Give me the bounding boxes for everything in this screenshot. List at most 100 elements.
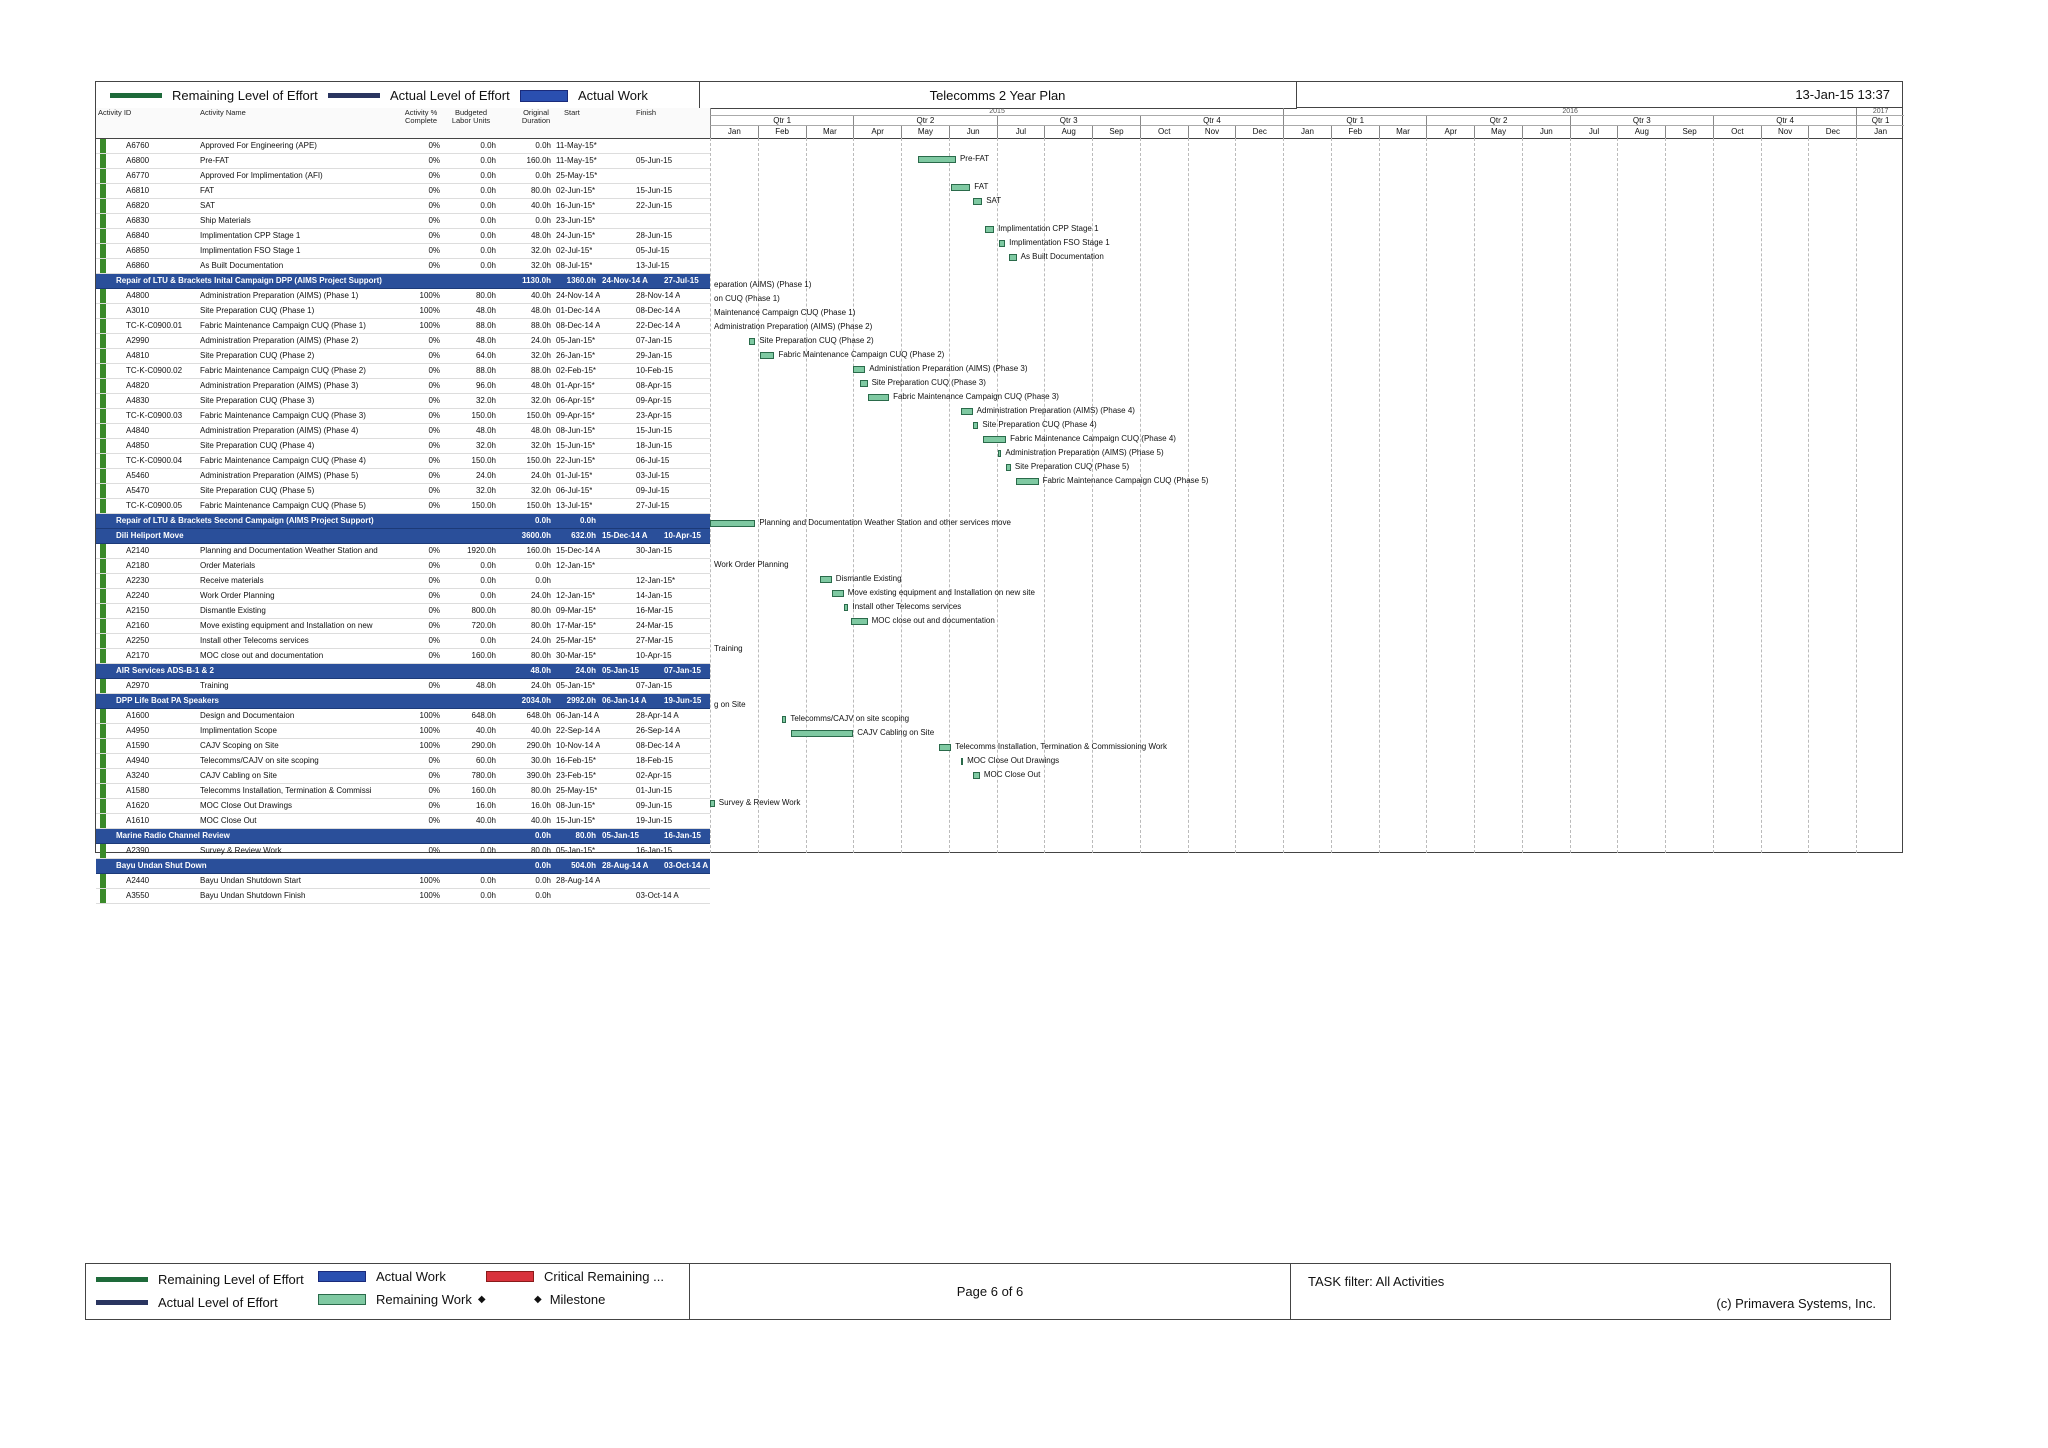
col-pct-complete[interactable]: Activity % Complete [404, 108, 438, 125]
gantt-bar[interactable] [781, 716, 787, 723]
gantt-bar[interactable] [710, 800, 715, 807]
table-row[interactable]: A2230 Receive materials 0% 0.0h 0.0h 12-Jan-1… [96, 574, 710, 589]
gantt-bar[interactable] [867, 394, 890, 401]
month-label: May [1474, 126, 1522, 138]
table-row[interactable]: A2160 Move existing equipment and Install… [96, 619, 710, 634]
table-row[interactable]: TC-K-C0900.02 Fabric Maintenance Campaign… [96, 364, 710, 379]
table-row[interactable]: A1580 Telecomms Installation, Termination… [96, 784, 710, 799]
col-budgeted-labor[interactable]: Budgeted Labor Units [451, 108, 491, 125]
table-row[interactable]: A6860 As Built Documentation 0% 0.0h 32.0h 08… [96, 259, 710, 274]
table-row[interactable]: A6850 Implimentation FSO Stage 1 0% 0.0h 32.… [96, 244, 710, 259]
wbs-group-row[interactable]: AIR Services ADS-B-1 & 2 48.0h 24.0h 05-Jan… [96, 664, 710, 679]
gantt-bar[interactable] [984, 226, 995, 233]
cell-pct: 0% [428, 261, 440, 270]
table-row[interactable]: A6820 SAT 0% 0.0h 40.0h 16-Jun-15* 22-Jun-15 [96, 199, 710, 214]
gantt-bar[interactable] [831, 590, 844, 597]
table-row[interactable]: A1590 CAJV Scoping on Site 100% 290.0h 290.0… [96, 739, 710, 754]
table-row[interactable]: A2180 Order Materials 0% 0.0h 0.0h 12-Jan-15* [96, 559, 710, 574]
gantt-bar[interactable] [850, 618, 868, 625]
table-row[interactable]: A3240 CAJV Cabling on Site 0% 780.0h 390.0h 2… [96, 769, 710, 784]
gantt-bar[interactable] [760, 352, 775, 359]
cell-pct: 100% [419, 711, 440, 720]
gantt-bar[interactable] [1006, 464, 1011, 471]
table-row[interactable]: A6810 FAT 0% 0.0h 80.0h 02-Jun-15* 15-Jun-15 [96, 184, 710, 199]
table-row[interactable]: TC-K-C0900.03 Fabric Maintenance Campaign… [96, 409, 710, 424]
table-row[interactable]: A1620 MOC Close Out Drawings 0% 16.0h 16.0h 0… [96, 799, 710, 814]
wbs-group-row[interactable]: Bayu Undan Shut Down 0.0h 504.0h 28-Aug-14 … [96, 859, 710, 874]
cell-start: 28-Aug-14 A [556, 876, 601, 885]
gantt-bar[interactable] [1015, 478, 1039, 485]
table-row[interactable]: A6760 Approved For Engineering (APE) 0% 0.0… [96, 139, 710, 154]
table-row[interactable]: A4850 Site Preparation CUQ (Phase 4) 0% 32.… [96, 439, 710, 454]
wbs-group-row[interactable]: Marine Radio Channel Review 0.0h 80.0h 05-J… [96, 829, 710, 844]
table-row[interactable]: A4800 Administration Preparation (AIMS) (… [96, 289, 710, 304]
gantt-bar[interactable] [997, 450, 1002, 457]
table-row[interactable]: A2440 Bayu Undan Shutdown Start 100% 0.0h 0.… [96, 874, 710, 889]
gantt-bar[interactable] [917, 156, 956, 163]
col-activity-name[interactable]: Activity Name [200, 108, 246, 117]
gantt-bar[interactable] [951, 184, 971, 191]
gantt-bar[interactable] [710, 520, 756, 527]
col-activity-id[interactable]: Activity ID [98, 108, 132, 117]
table-row[interactable]: A4820 Administration Preparation (AIMS) (… [96, 379, 710, 394]
table-row[interactable]: A3010 Site Preparation CUQ (Phase 1) 100% 4… [96, 304, 710, 319]
cell-pct: 0% [428, 486, 440, 495]
row-indicator [100, 394, 106, 408]
table-row[interactable]: A2390 Survey & Review Work 0% 0.0h 80.0h 05-J… [96, 844, 710, 859]
gantt-bar[interactable] [983, 436, 1007, 443]
gantt-bar[interactable] [819, 576, 832, 583]
wbs-group-row[interactable]: Dili Heliport Move 3600.0h 632.0h 15-Dec-14… [96, 529, 710, 544]
table-row[interactable]: A1600 Design and Documentaion 100% 648.0h 64… [96, 709, 710, 724]
cell-activity-id: A2990 [126, 336, 150, 345]
table-row[interactable]: A4950 Implimentation Scope 100% 40.0h 40.0h 2… [96, 724, 710, 739]
cell-duration: 504.0h [571, 861, 596, 870]
quarter-label: Qtr 3 [996, 116, 1140, 126]
col-finish[interactable]: Finish [636, 108, 657, 117]
gantt-bar[interactable] [960, 758, 964, 765]
table-row[interactable]: A5460 Administration Preparation (AIMS) (… [96, 469, 710, 484]
table-row[interactable]: TC-K-C0900.05 Fabric Maintenance Campaign… [96, 499, 710, 514]
table-row[interactable]: A2240 Work Order Planning 0% 0.0h 24.0h 12-Ja… [96, 589, 710, 604]
wbs-group-row[interactable]: Repair of LTU & Brackets Inital Campaign… [96, 274, 710, 289]
table-row[interactable]: A6830 Ship Materials 0% 0.0h 0.0h 23-Jun-15* [96, 214, 710, 229]
gantt-bar[interactable] [791, 730, 854, 737]
table-row[interactable]: A4940 Telecomms/CAJV on site scoping 0% 60.… [96, 754, 710, 769]
gantt-bar[interactable] [998, 240, 1006, 247]
table-row[interactable]: TC-K-C0900.01 Fabric Maintenance Campaign… [96, 319, 710, 334]
gantt-bar[interactable] [972, 772, 980, 779]
gantt-bar[interactable] [960, 408, 973, 415]
cell-units: 16.0h [475, 801, 496, 810]
table-row[interactable]: TC-K-C0900.04 Fabric Maintenance Campaign… [96, 454, 710, 469]
table-row[interactable]: A2150 Dismantle Existing 0% 800.0h 80.0h 09-M… [96, 604, 710, 619]
month-label: Jan [1283, 126, 1331, 138]
table-row[interactable]: A4810 Site Preparation CUQ (Phase 2) 0% 64.… [96, 349, 710, 364]
row-indicator [100, 169, 106, 183]
table-row[interactable]: A2990 Administration Preparation (AIMS) (… [96, 334, 710, 349]
table-row[interactable]: A6770 Approved For Implimentation (AFI) 0%… [96, 169, 710, 184]
cell-activity-id: A2240 [126, 591, 150, 600]
table-row[interactable]: A2140 Planning and Documentation Weather … [96, 544, 710, 559]
gantt-bar[interactable] [843, 604, 849, 611]
table-row[interactable]: A2250 Install other Telecoms services 0% 0.… [96, 634, 710, 649]
gantt-bar[interactable] [939, 744, 952, 751]
wbs-group-row[interactable]: DPP Life Boat PA Speakers 2034.0h 2992.0h 0… [96, 694, 710, 709]
table-row[interactable]: A2970 Training 0% 48.0h 24.0h 05-Jan-15* 07-Ja… [96, 679, 710, 694]
gantt-bar[interactable] [860, 380, 868, 387]
cell-start: 25-May-15* [556, 171, 598, 180]
table-row[interactable]: A2170 MOC close out and documentation 0% 16… [96, 649, 710, 664]
table-row[interactable]: A3550 Bayu Undan Shutdown Finish 100% 0.0h 0… [96, 889, 710, 904]
table-row[interactable]: A1610 MOC Close Out 0% 40.0h 40.0h 15-Jun-15*… [96, 814, 710, 829]
table-row[interactable]: A5470 Site Preparation CUQ (Phase 5) 0% 32.… [96, 484, 710, 499]
gantt-bar[interactable] [972, 422, 979, 429]
gantt-bar[interactable] [972, 198, 983, 205]
gantt-bar[interactable] [1008, 254, 1017, 261]
gantt-bar[interactable] [853, 366, 866, 373]
table-row[interactable]: A6800 Pre-FAT 0% 0.0h 160.0h 11-May-15* 05-Jun… [96, 154, 710, 169]
table-row[interactable]: A6840 Implimentation CPP Stage 1 0% 0.0h 48.… [96, 229, 710, 244]
gantt-bar[interactable] [749, 338, 756, 345]
table-row[interactable]: A4840 Administration Preparation (AIMS) (… [96, 424, 710, 439]
col-original-duration[interactable]: Original Duration [521, 108, 551, 125]
col-start[interactable]: Start [564, 108, 580, 117]
wbs-group-row[interactable]: Repair of LTU & Brackets Second Campaign… [96, 514, 710, 529]
table-row[interactable]: A4830 Site Preparation CUQ (Phase 3) 0% 32.… [96, 394, 710, 409]
